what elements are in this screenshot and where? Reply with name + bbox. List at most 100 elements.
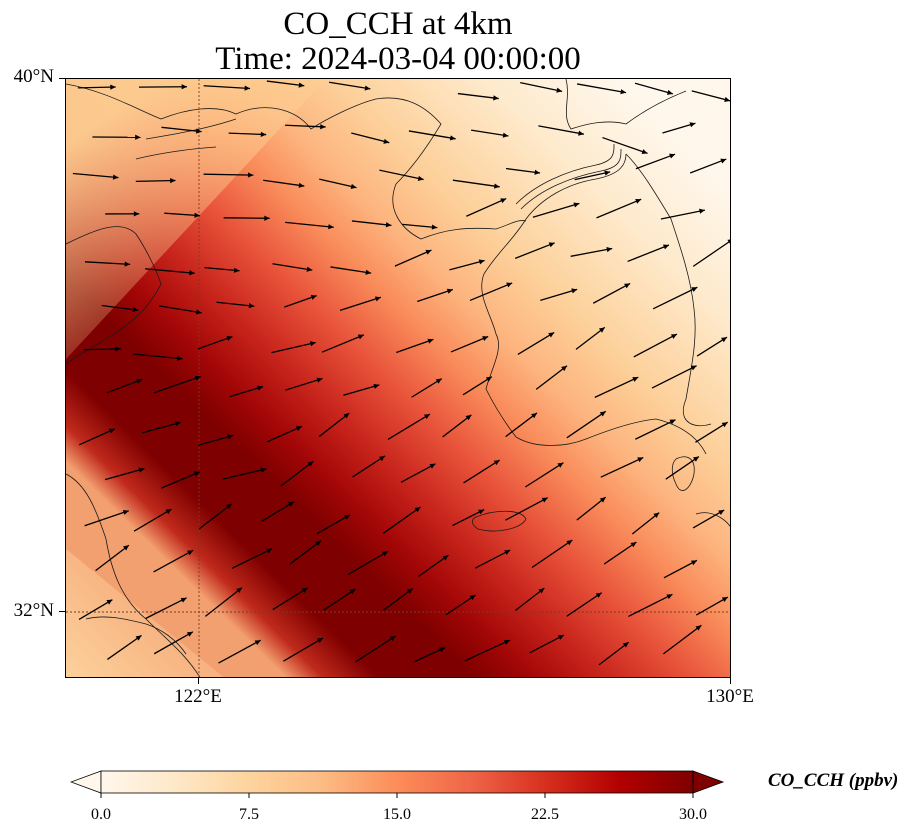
- wind-vector: [284, 294, 317, 308]
- wind-vector: [347, 550, 389, 576]
- wind-vector: [106, 378, 143, 394]
- lower-left-plume-edge: [66, 549, 224, 677]
- wind-vector-head: [382, 551, 389, 557]
- wind-vector: [343, 384, 380, 396]
- wind-vector-head: [689, 122, 696, 128]
- wind-vector-head: [244, 85, 251, 91]
- wind-vector-head: [469, 594, 476, 601]
- wind-vector-head: [364, 85, 371, 91]
- wind-vector-head: [385, 222, 392, 228]
- wind-vectors: [72, 80, 730, 666]
- wind-vector: [474, 549, 511, 569]
- wind-vector: [83, 348, 121, 351]
- colorbar-tick-2: 15.0: [383, 806, 411, 823]
- wind-vector-head: [181, 84, 188, 90]
- wind-vector-head: [598, 327, 605, 333]
- colorbar-tick-0: 0.0: [91, 806, 111, 823]
- wind-vector: [505, 497, 549, 521]
- colorbar-max-extend: [692, 770, 725, 794]
- wind-vector: [354, 635, 396, 663]
- wind-vector: [272, 263, 313, 271]
- ytick-label-32n: 32°N: [13, 600, 54, 621]
- wind-vector-head: [721, 422, 728, 428]
- wind-vector-head: [306, 266, 313, 272]
- wind-vector: [695, 421, 729, 443]
- wind-vector-head: [653, 512, 660, 518]
- wind-vector: [285, 221, 334, 228]
- wind-vector-head: [439, 647, 446, 653]
- wind-vector: [323, 588, 356, 611]
- wind-vector-head: [423, 414, 430, 420]
- wind-vector: [223, 217, 270, 219]
- wind-vector-head: [720, 158, 727, 164]
- wind-vector: [203, 173, 254, 176]
- wind-vector: [628, 593, 673, 618]
- wind-vector: [231, 548, 273, 569]
- wind-vector-head: [414, 506, 421, 513]
- wind-vector: [652, 286, 698, 310]
- wind-vector-head: [695, 625, 702, 631]
- wind-vector: [631, 512, 660, 535]
- wind-vector: [575, 326, 606, 350]
- xtick-mark-130e: [730, 678, 731, 684]
- wind-vector-head: [194, 375, 201, 381]
- wind-vector-head: [310, 294, 317, 300]
- wind-vector: [261, 501, 295, 522]
- wind-vector: [387, 413, 431, 441]
- wind-vector-head: [196, 128, 202, 134]
- wind-vector: [596, 198, 642, 219]
- wind-vector: [271, 341, 316, 354]
- wind-vector-head: [124, 261, 131, 267]
- wind-vector: [72, 172, 119, 179]
- map-gridlines: [66, 79, 730, 677]
- wind-vector-head: [699, 208, 705, 214]
- wind-vector: [161, 471, 201, 489]
- wind-vector-head: [429, 463, 436, 469]
- wind-vector: [197, 335, 233, 350]
- colorbar-min-extend: [70, 770, 102, 794]
- wind-vector-head: [571, 288, 578, 294]
- wind-vector-head: [135, 635, 142, 641]
- wind-vector-head: [606, 246, 613, 253]
- wind-vector-head: [538, 588, 545, 594]
- wind-vector: [529, 634, 565, 654]
- wind-vector-head: [493, 95, 499, 101]
- wind-vector-head: [136, 378, 143, 384]
- wind-vector: [198, 434, 234, 446]
- wind-vector-head: [478, 259, 485, 265]
- wind-vector: [689, 158, 727, 174]
- wind-vector: [520, 82, 563, 92]
- ytick-mark-40n: [59, 78, 65, 79]
- wind-vector: [469, 282, 513, 302]
- wind-vector-head: [350, 183, 357, 189]
- wind-vector: [319, 178, 357, 189]
- wind-vector: [457, 92, 499, 100]
- wind-vector-head: [264, 215, 270, 221]
- wind-vector: [592, 282, 631, 304]
- wind-vector: [198, 503, 233, 530]
- wind-vector: [462, 376, 493, 396]
- wind-vector-head: [566, 540, 573, 546]
- wind-vector-head: [106, 599, 113, 605]
- wind-vector-head: [670, 334, 677, 339]
- wind-vector: [566, 410, 607, 439]
- wind-vector: [413, 647, 446, 663]
- wind-vector: [382, 587, 414, 611]
- wind-vector-head: [599, 411, 606, 417]
- wind-vector: [382, 506, 421, 534]
- wind-vector: [692, 240, 730, 267]
- wind-vector: [272, 587, 309, 611]
- wind-vector: [445, 594, 476, 616]
- wind-vector: [133, 508, 172, 532]
- wind-vector: [101, 304, 139, 311]
- wind-vector-head: [666, 89, 673, 95]
- wind-vector: [228, 132, 267, 136]
- wind-vector-head: [449, 135, 456, 141]
- wind-vector-head: [669, 419, 676, 425]
- colorbar-title: CO_CCH (ppbv): [768, 770, 899, 791]
- wind-vector: [570, 247, 613, 257]
- wind-vector: [316, 514, 351, 535]
- wind-vector-head: [374, 296, 381, 302]
- wind-vector: [517, 331, 555, 355]
- wind-vector-head: [557, 462, 564, 468]
